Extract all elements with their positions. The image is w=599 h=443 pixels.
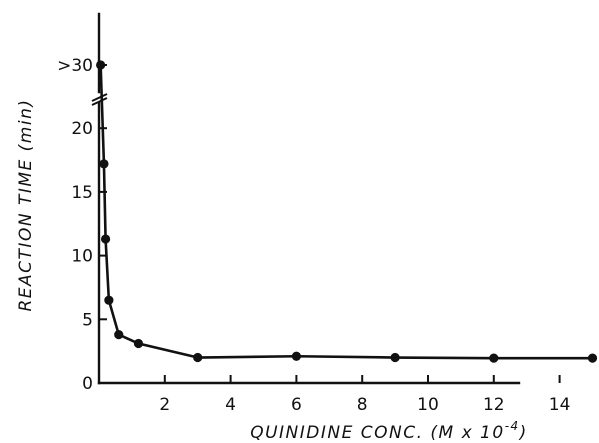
data-point [133,338,144,349]
series [96,60,598,363]
axis-labels: QUINIDINE CONC. (M x 10-4) REACTION TIME … [16,99,528,443]
x-tick-label: 14 [549,395,571,415]
data-point [489,353,499,363]
data-point [104,295,114,305]
y-tick-label: 15 [71,183,93,203]
x-tick-label: 6 [291,395,302,415]
data-point [99,159,109,169]
axes [91,12,521,385]
data-point [193,352,203,363]
y-axis-break-mark [91,93,108,102]
data-point [100,234,111,244]
y-tick-label: 0 [82,374,93,394]
x-axis-title-close: ) [518,423,528,443]
ticks: 0 5 10 15 20 >30 2 4 6 8 10 12 14 [57,56,570,415]
y-tick-label: 5 [82,310,93,330]
x-axis-title-exponent: -4 [505,419,520,433]
x-tick-label: 2 [159,395,170,415]
series-line [99,64,593,360]
y-tick-label: 20 [71,119,93,139]
x-tick-label: 4 [225,395,236,415]
data-point [96,60,106,70]
y-axis-break-mark [91,97,108,106]
data-point [114,329,124,340]
data-point [390,352,400,363]
x-axis-title: QUINIDINE CONC. (M x 10-4) [250,419,528,443]
data-point [291,351,301,361]
x-tick-label: 8 [357,395,368,415]
x-tick-label: 10 [417,395,439,415]
x-axis-title-main: QUINIDINE CONC. (M x 10 [250,423,504,443]
x-tick-label: 12 [483,395,505,415]
y-break-label: >30 [57,56,93,76]
y-tick-label: 10 [71,247,93,267]
data-point [587,353,598,363]
y-axis-title: REACTION TIME (min) [16,99,36,312]
